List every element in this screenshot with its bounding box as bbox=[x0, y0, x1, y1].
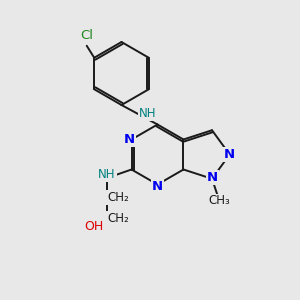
Text: N: N bbox=[152, 179, 163, 193]
Text: Cl: Cl bbox=[80, 29, 93, 42]
Text: NH: NH bbox=[139, 107, 157, 120]
Text: N: N bbox=[124, 133, 135, 146]
Text: N: N bbox=[207, 171, 218, 184]
Text: CH₂: CH₂ bbox=[107, 190, 129, 204]
Text: OH: OH bbox=[84, 220, 104, 233]
Text: CH₂: CH₂ bbox=[107, 212, 129, 225]
Text: N: N bbox=[224, 148, 235, 161]
Text: NH: NH bbox=[98, 168, 116, 182]
Text: CH₃: CH₃ bbox=[208, 194, 230, 208]
